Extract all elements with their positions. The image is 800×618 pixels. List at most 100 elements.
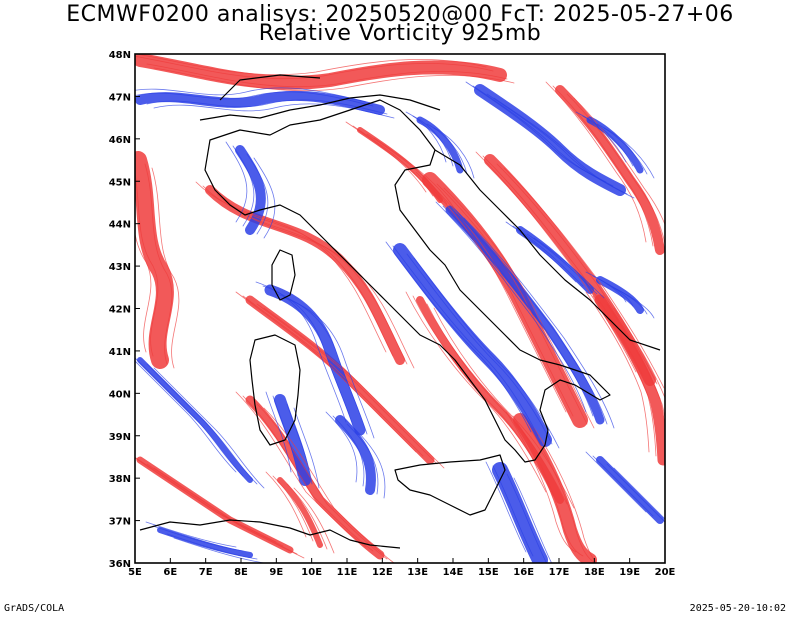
contour-line (492, 465, 534, 557)
contour-line (526, 233, 598, 295)
lon-label: 15E (478, 567, 499, 578)
contour-line (153, 67, 515, 92)
contour-line (263, 307, 445, 469)
contour-line (242, 295, 424, 457)
contour-line (272, 475, 314, 542)
contour-line (603, 127, 655, 179)
contour-line (293, 487, 335, 554)
contour-line (573, 97, 665, 226)
contour-line (235, 391, 367, 548)
contour-line (146, 363, 258, 485)
contour-line (582, 115, 634, 167)
contour-line (135, 456, 284, 547)
contour-line (606, 283, 648, 315)
axis-ticks (134, 53, 666, 564)
contour-line (613, 307, 665, 399)
contour-line (496, 163, 658, 385)
contour-line (145, 521, 237, 548)
contour-line (392, 245, 539, 437)
sicily-coastline (394, 454, 506, 516)
contour-line (146, 99, 388, 115)
contour-line (482, 155, 644, 377)
plot-title: ECMWF0200 analisys: 20250520@00 FcT: 202… (66, 2, 734, 27)
contour-line (493, 97, 635, 199)
lat-label: 37N (109, 517, 131, 528)
contour-line (166, 533, 258, 560)
contour-line (153, 367, 265, 489)
contour-line (325, 411, 358, 483)
contour-line (463, 217, 615, 429)
lon-label: 14E (443, 567, 464, 578)
negative-vorticity-contours (135, 84, 664, 563)
lon-label: 5E (128, 567, 142, 578)
contour-line (135, 231, 152, 353)
contour-line (613, 287, 655, 319)
contour-line (293, 407, 320, 489)
contour-line (283, 297, 375, 439)
alpine-borders (199, 74, 441, 121)
contour-line (592, 295, 657, 457)
contour-line (253, 157, 276, 239)
lon-label: 16E (513, 567, 534, 578)
balkan-coastline (434, 149, 661, 351)
contour-line (606, 463, 665, 523)
contour-line (592, 455, 654, 517)
latitude-labels: 36N 37N 38N 39N 40N 41N 42N 43N 44N 45N 46N 47N 48N (109, 50, 131, 570)
contour-line (506, 473, 547, 563)
contour-line (135, 357, 244, 477)
contour-line (135, 457, 277, 543)
contour-line (545, 81, 647, 243)
sardinia-coastline (249, 334, 301, 446)
contour-line (286, 403, 313, 485)
contour-line (135, 87, 367, 103)
contour-line (135, 360, 237, 473)
contour-line (503, 167, 665, 389)
contour-line (585, 271, 627, 303)
contour-line (135, 91, 374, 107)
contour-line (235, 291, 417, 453)
contour-line (512, 415, 584, 557)
contour-line (225, 141, 248, 223)
contour-line (216, 193, 408, 365)
corsica-coastline (271, 249, 296, 301)
contour-line (513, 477, 553, 563)
contour-line (385, 241, 532, 433)
contour-line (153, 103, 395, 119)
contour-line (606, 303, 665, 421)
contour-line (265, 391, 292, 473)
contour-line (144, 163, 173, 365)
lat-label: 43N (109, 262, 131, 273)
contour-line (442, 205, 594, 417)
lat-label: 47N (109, 92, 131, 103)
contour-line (406, 253, 553, 445)
contour-line (152, 525, 244, 552)
lon-label: 17E (549, 567, 570, 578)
contour-line (173, 537, 265, 563)
lat-label: 42N (109, 305, 131, 316)
lat-label: 38N (109, 474, 131, 485)
contour-line (533, 237, 605, 299)
lat-label: 41N (109, 347, 131, 358)
longitude-labels: 5E 6E 7E 8E 9E 10E 11E 12E 13E 14E 15E 16E 17E 18E 19E… (128, 567, 675, 578)
contour-line (366, 133, 448, 205)
contour-line (135, 55, 494, 80)
contour-line (353, 427, 386, 499)
lon-label: 8E (234, 567, 248, 578)
contour-line (426, 123, 468, 175)
contour-line (242, 395, 374, 552)
contour-line (422, 175, 574, 417)
contour-line (415, 171, 567, 413)
lat-label: 45N (109, 177, 131, 188)
contour-line (505, 221, 577, 283)
lon-label: 19E (619, 567, 640, 578)
lat-label: 36N (109, 559, 131, 570)
contour-line (592, 275, 634, 307)
contour-line (456, 213, 608, 425)
contour-line (135, 54, 487, 76)
lat-label: 44N (109, 220, 131, 231)
contour-line (585, 451, 647, 513)
contour-line (485, 461, 527, 553)
contour-line (135, 171, 159, 357)
lon-label: 10E (301, 567, 322, 578)
contour-line (246, 153, 269, 235)
